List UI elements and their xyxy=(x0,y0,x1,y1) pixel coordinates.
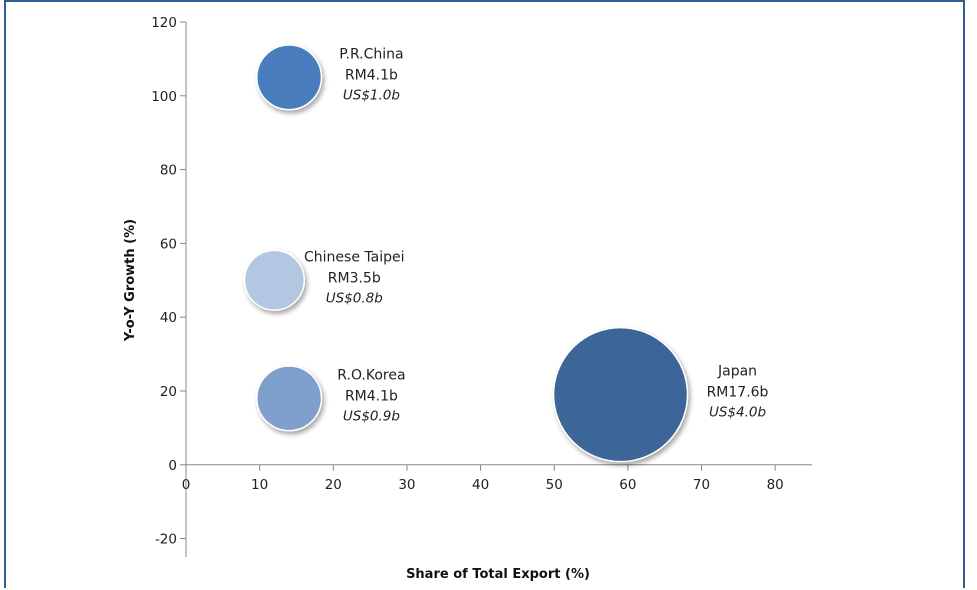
bubble-rm-value-label: RM17.6b xyxy=(707,385,769,401)
y-axis-title: Y-o-Y Growth (%) xyxy=(123,219,138,342)
bubble-usd-value-label: US$1.0b xyxy=(343,87,400,103)
bubble-usd-value-label: US$4.0b xyxy=(709,405,766,421)
x-tick-label: 10 xyxy=(251,477,268,493)
bubble-r-o-korea xyxy=(256,365,323,432)
y-tick-label: 20 xyxy=(160,384,177,400)
bubble-rm-value-label: RM3.5b xyxy=(328,270,381,286)
y-tick-label: 100 xyxy=(151,89,177,105)
y-tick-label: 120 xyxy=(151,15,177,31)
x-tick-label: 20 xyxy=(325,477,342,493)
label-group-chinese-taipei: Chinese Taipei RM3.5b US$0.8b xyxy=(304,249,404,306)
label-group-r-o-korea: R.O.Korea RM4.1b US$0.9b xyxy=(337,367,405,424)
bubble-rm-value-label: RM4.1b xyxy=(345,67,398,83)
bubble-chinese-taipei xyxy=(243,249,306,311)
x-tick-label: 70 xyxy=(693,477,710,493)
bubbles xyxy=(243,44,689,463)
y-tick-label: 80 xyxy=(160,163,177,179)
bubble-japan xyxy=(552,326,689,463)
x-tick-label: 80 xyxy=(767,477,784,493)
bubble-usd-value-label: US$0.8b xyxy=(326,290,383,306)
bubble-name-label: R.O.Korea xyxy=(337,367,405,383)
y-tick-label: -20 xyxy=(155,532,177,548)
chart-frame xyxy=(4,0,965,588)
y-tick-label: 40 xyxy=(160,310,177,326)
bubble-name-label: P.R.China xyxy=(339,46,403,62)
y-tick-label: 60 xyxy=(160,236,177,252)
label-group-japan: Japan RM17.6b US$4.0b xyxy=(707,364,769,421)
x-tick-label: 30 xyxy=(398,477,415,493)
bubble-rm-value-label: RM4.1b xyxy=(345,388,398,404)
x-axis-title: Share of Total Export (%) xyxy=(406,567,590,582)
bubble-p-r-china xyxy=(256,44,323,111)
label-group-p-r-china: P.R.China RM4.1b US$1.0b xyxy=(339,46,403,103)
x-tick-label: 60 xyxy=(619,477,636,493)
axes: -20 0 20 40 60 80 100 120 0 10 20 30 40 50 60 70 80 xyxy=(151,15,812,557)
x-tick-label: 0 xyxy=(182,477,191,493)
y-tick-label: 0 xyxy=(168,458,177,474)
bubble-name-label: Chinese Taipei xyxy=(304,249,404,265)
bubble-usd-value-label: US$0.9b xyxy=(343,408,400,424)
x-tick-label: 50 xyxy=(546,477,563,493)
x-tick-label: 40 xyxy=(472,477,489,493)
bubble-labels: P.R.China RM4.1b US$1.0b Chinese Taipei RM3.… xyxy=(304,46,769,424)
bubble-name-label: Japan xyxy=(717,364,757,380)
